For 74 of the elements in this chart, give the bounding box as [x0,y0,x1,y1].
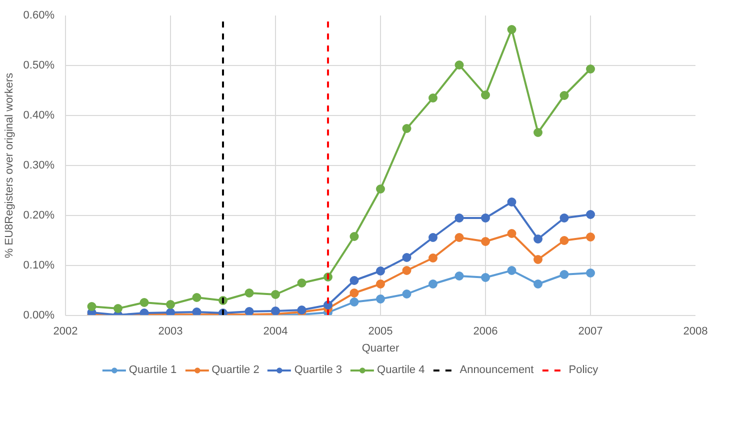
point [376,266,385,276]
point [586,64,595,74]
y-tick-label: 0.50% [23,60,55,72]
point [534,234,542,244]
y-tick-label: 0.20% [23,210,55,222]
point [324,300,332,310]
y-tick-label: 0.30% [23,160,55,172]
x-tick-label: 2006 [473,326,498,338]
point [376,184,385,194]
point [192,293,202,302]
point [114,304,122,313]
point [507,266,516,275]
point [481,214,490,222]
x-axis-title: Quarter [362,342,400,354]
legend-label: Quartile 3 [294,364,342,376]
point [428,233,438,242]
point [534,128,542,137]
point [428,94,438,102]
legend-label: Quartile 1 [128,364,177,376]
point [271,306,280,316]
point [454,272,464,280]
point [87,302,96,311]
point [560,270,569,279]
y-axis-title: % EU8Registers over original workers [3,72,16,258]
point [586,210,595,219]
point [402,290,412,298]
x-tick-label: 2005 [368,326,393,338]
legend-label: Quartile 2 [212,364,260,376]
x-tick-label: 2003 [158,326,183,338]
point [481,273,490,282]
point [560,91,569,100]
point [402,253,412,262]
point [297,278,306,288]
point [244,288,254,298]
point [402,266,412,275]
legend-label: Policy [568,364,598,376]
point [560,236,569,245]
point [376,280,385,288]
point [350,232,359,241]
y-tick-label: 0.10% [23,260,55,272]
point [534,255,542,264]
point [560,214,569,222]
point [350,288,359,298]
point [428,254,438,262]
point [166,300,175,309]
point [376,294,385,304]
point [350,276,359,285]
point [507,198,516,206]
legend-label: Quartile 4 [377,364,425,376]
point [481,237,490,246]
point [454,214,464,222]
x-tick-label: 2007 [578,326,603,338]
point [428,280,438,288]
point [271,290,280,299]
point [586,268,595,278]
point [507,25,516,34]
point [454,60,464,70]
legend-label: Announcement [460,364,534,376]
point [350,298,359,306]
y-tick-label: 0.60% [23,10,55,22]
point [454,233,464,242]
point [586,232,595,242]
x-tick-label: 2002 [53,326,78,338]
point [192,308,202,316]
point [481,90,490,100]
point [507,229,516,238]
point [534,280,542,288]
point [140,298,149,307]
y-tick-label: 0.40% [23,110,55,122]
x-tick-label: 2008 [683,326,708,338]
y-tick-label: 0.00% [23,310,55,322]
point [244,307,254,316]
point [402,124,412,133]
x-tick-label: 2004 [263,326,288,338]
